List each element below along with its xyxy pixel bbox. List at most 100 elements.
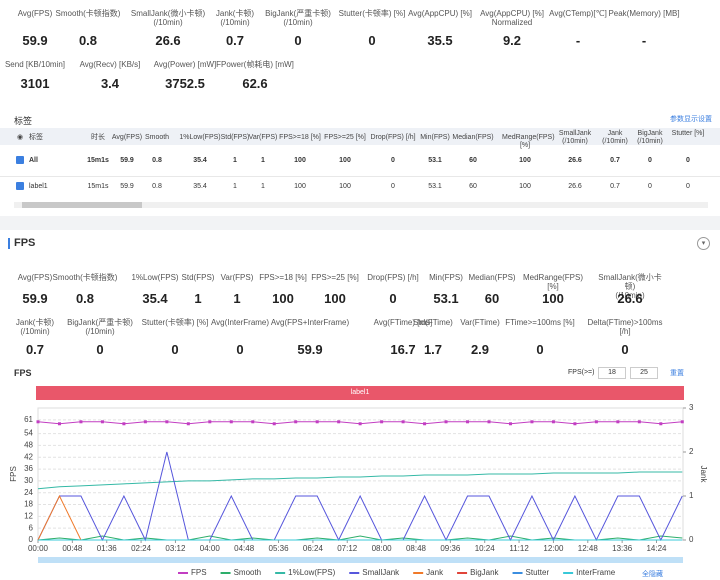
x-tick-label: 14:24 [646, 544, 667, 553]
point [229, 420, 233, 424]
hide-all[interactable]: 全隐藏 [642, 571, 663, 578]
y-tick-label: 54 [24, 429, 33, 438]
table-cell: 0.7 [610, 157, 620, 164]
metric-value: 0.8 [78, 33, 98, 48]
metric-value: 3752.5 [165, 76, 205, 91]
point [423, 422, 427, 426]
x-tick-label: 02:24 [131, 544, 152, 553]
metric-label: Avg(FTime) [ms] [373, 318, 433, 327]
h-scroll[interactable] [14, 202, 708, 208]
x-tick-label: 11:12 [509, 544, 529, 553]
y-tick-label: 42 [24, 452, 33, 461]
y-tick-label: 18 [24, 500, 33, 509]
table-header: Jank (/10min) [602, 130, 628, 145]
section-gap [0, 216, 720, 230]
y2-tick-label: 1 [689, 491, 694, 500]
table-header: SmallJank (/10min) [558, 130, 592, 145]
collapse-button[interactable]: ▾ [697, 237, 710, 250]
table-header: 时长 [91, 134, 105, 141]
point [401, 420, 405, 424]
metric-value: 16.7 [390, 342, 416, 357]
metric-label: Jank(卡顿) (/10min) [215, 9, 255, 27]
x-tick-label: 13:36 [612, 544, 633, 553]
point [530, 420, 534, 424]
y-tick-label: 30 [24, 476, 33, 485]
metric-label: Min(FPS) [429, 273, 463, 282]
metric-label: Jank(卡顿) (/10min) [15, 318, 55, 336]
metric-value: 0 [294, 33, 302, 48]
point [487, 420, 491, 424]
table-cell: 26.6 [568, 157, 582, 164]
metric-value: 60 [484, 291, 500, 306]
x-tick-label: 09:36 [440, 544, 461, 553]
settings-link[interactable]: 参数显示设置 [670, 116, 712, 123]
metric-label: Smooth(卡顿指数) [55, 9, 121, 18]
table-cell: 35.4 [193, 183, 207, 190]
table-cell: 100 [294, 183, 306, 190]
y2-tick-label: 2 [689, 447, 694, 456]
table-cell: 15m1s [87, 157, 109, 164]
row-divider [0, 176, 720, 177]
table-cell: 1 [233, 183, 237, 190]
point [508, 422, 512, 426]
table-cell: 0 [686, 183, 690, 190]
point [637, 420, 641, 424]
x-scrollbar[interactable] [38, 557, 683, 563]
metric-value: 26.6 [617, 291, 643, 306]
metric-value: 0 [368, 33, 376, 48]
point [358, 422, 362, 426]
metric-value: 3101 [20, 76, 50, 91]
table-header: MedRange(FPS)[%] [502, 134, 555, 149]
metric-value: 35.5 [427, 33, 453, 48]
metric-label: Peak(Memory) [MB] [608, 9, 680, 18]
metric-label: Avg(AppCPU) [%] Normalized [480, 9, 544, 27]
table-header: Drop(FPS) [/h] [370, 134, 416, 141]
metric-value: 0.7 [25, 342, 45, 357]
point [659, 422, 663, 426]
filter-input[interactable]: 25 [630, 367, 658, 379]
metric-label: Median(FPS) [468, 273, 516, 282]
metric-value: 35.4 [142, 291, 168, 306]
x-tick-label: 07:12 [337, 544, 358, 553]
metric-label: Send [KB/10min] [4, 60, 66, 69]
metric-label: Std(FPS) [181, 273, 215, 282]
metric-value: 9.2 [502, 33, 522, 48]
y2-tick-label: 3 [689, 403, 694, 412]
filter-input[interactable]: 18 [598, 367, 626, 379]
metric-value: 1.7 [423, 342, 443, 357]
metric-label: 1%Low(FPS) [131, 273, 179, 282]
legend-label: SmallJank [362, 568, 400, 577]
point [315, 420, 319, 424]
table-cell: All [29, 157, 38, 164]
x-tick-label: 03:12 [165, 544, 186, 553]
metric-label: Stutter(卡顿率) [%] [141, 318, 209, 327]
section-title: FPS [14, 237, 36, 249]
table-cell: 1 [261, 183, 265, 190]
x-tick-label: 04:00 [200, 544, 221, 553]
metric-label: Stutter(卡顿率) [%] [338, 9, 406, 18]
metric-label: Avg(Recv) [KB/s] [79, 60, 141, 69]
legend-label: FPS [191, 568, 207, 577]
point [251, 420, 255, 424]
metric-value: 100 [272, 291, 294, 306]
metric-label: Var(FPS) [220, 273, 254, 282]
table-header: Stutter [%] [671, 130, 705, 137]
table-header: Smooth [144, 134, 170, 141]
tags-title: 标签 [14, 116, 33, 126]
reset-link[interactable]: 重置 [670, 370, 684, 377]
table-header: 1%Low(FPS) [179, 134, 221, 141]
point [594, 420, 598, 424]
point [122, 422, 126, 426]
point [186, 422, 190, 426]
x-tick-label: 10:24 [475, 544, 496, 553]
table-cell: 1 [261, 157, 265, 164]
metric-value: - [575, 33, 581, 48]
table-cell: 53.1 [428, 157, 442, 164]
table-cell: 100 [519, 183, 531, 190]
table-cell: 0 [686, 157, 690, 164]
metric-value: 59.9 [22, 291, 48, 306]
table-header: BigJank (/10min) [637, 130, 663, 145]
metric-value: 0 [621, 342, 629, 357]
table-cell: 100 [339, 183, 351, 190]
